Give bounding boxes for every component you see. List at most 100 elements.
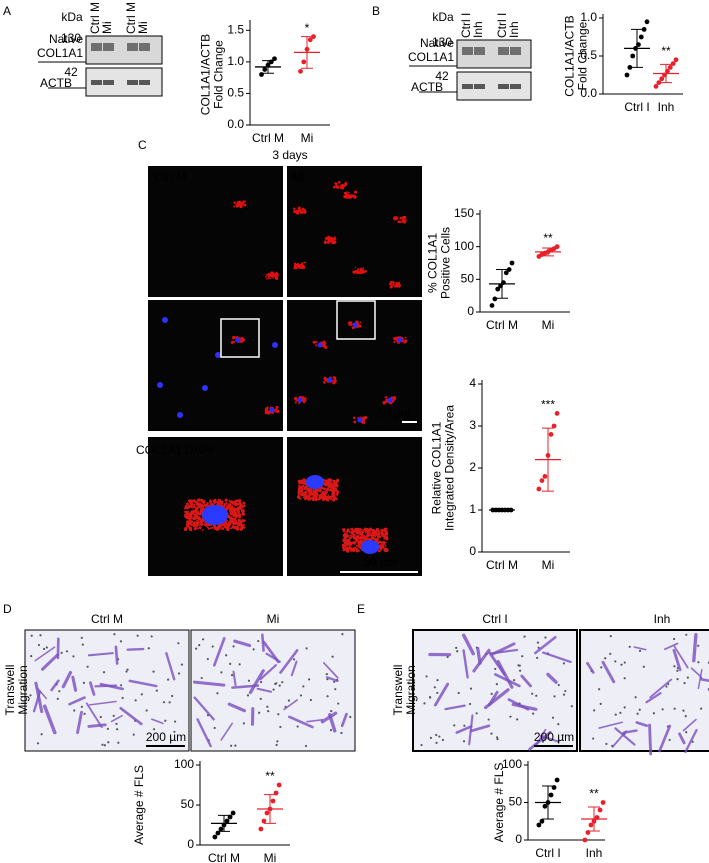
y-tick-label: 1.0	[227, 54, 244, 68]
cell	[601, 660, 616, 684]
data-point	[264, 810, 270, 816]
pore	[302, 685, 305, 688]
cell	[71, 675, 78, 692]
pore	[275, 743, 278, 747]
pore	[162, 701, 166, 704]
pore	[155, 689, 158, 692]
signal	[367, 534, 370, 537]
x-tick-label: Inh	[658, 100, 675, 114]
pore	[259, 680, 263, 684]
signal	[197, 515, 200, 518]
signal	[384, 530, 389, 534]
pore	[636, 712, 639, 715]
signal	[347, 529, 350, 532]
signal	[200, 503, 204, 507]
pore	[150, 635, 153, 638]
pore	[275, 682, 278, 685]
signal	[184, 527, 187, 530]
signal	[229, 520, 232, 523]
pore	[134, 699, 137, 702]
signal	[377, 535, 380, 539]
y-axis-label: Relative COL1A1	[430, 421, 444, 514]
data-point	[548, 792, 554, 798]
pore	[436, 691, 439, 695]
cell	[227, 702, 246, 713]
signal	[195, 514, 198, 517]
signal	[227, 528, 230, 531]
pore	[494, 667, 497, 671]
pore	[308, 678, 311, 681]
sd-bar	[218, 814, 230, 832]
pore	[292, 658, 296, 661]
signal	[233, 201, 236, 204]
signal	[296, 399, 298, 401]
signal	[347, 195, 351, 199]
pore	[462, 740, 466, 743]
cell	[673, 645, 689, 669]
pore	[117, 741, 120, 744]
signal	[324, 240, 327, 242]
signal	[233, 205, 235, 208]
pore	[40, 733, 43, 736]
significance: *	[305, 21, 310, 35]
signal	[389, 281, 393, 284]
signal	[298, 497, 302, 500]
signal	[332, 379, 334, 382]
pore	[82, 681, 86, 685]
target-label: COL1A1	[408, 50, 454, 64]
signal	[342, 533, 347, 538]
pore	[80, 705, 83, 708]
cell	[645, 692, 662, 704]
pore	[279, 725, 282, 729]
signal	[304, 490, 307, 492]
column-label: Mi	[267, 612, 280, 626]
signal	[242, 512, 245, 515]
pore	[167, 678, 170, 681]
pore	[102, 671, 106, 674]
pore	[495, 736, 499, 739]
signal	[200, 507, 203, 510]
pore	[73, 709, 76, 712]
pore	[106, 727, 109, 730]
pore	[232, 645, 235, 648]
panel-letter: A	[3, 4, 11, 18]
pore	[672, 637, 676, 641]
signal	[273, 277, 275, 280]
signal	[374, 537, 378, 541]
signal	[324, 345, 327, 348]
signal	[243, 200, 246, 203]
data-point	[670, 61, 676, 66]
blot-band	[498, 84, 509, 89]
signal	[333, 379, 337, 383]
signal	[359, 321, 362, 324]
blot-band	[139, 43, 150, 51]
data-point	[542, 474, 548, 479]
signal	[364, 270, 367, 273]
signal	[356, 268, 359, 271]
signal	[385, 396, 388, 399]
signal	[237, 518, 239, 521]
pore	[423, 702, 426, 705]
pore	[676, 678, 679, 681]
signal	[185, 511, 189, 516]
pore	[80, 636, 83, 639]
pore	[266, 705, 269, 708]
sd-bar	[496, 269, 508, 299]
cell	[279, 649, 299, 674]
data-point	[644, 19, 650, 25]
y-tick-label: 1	[469, 502, 476, 516]
pore	[468, 702, 472, 706]
signal	[404, 336, 407, 339]
signal	[327, 478, 331, 482]
pore	[673, 665, 676, 668]
pore	[331, 655, 334, 658]
panel-letter: D	[3, 602, 12, 616]
pore	[125, 670, 128, 673]
pore	[65, 650, 69, 653]
signal	[352, 194, 355, 198]
x-tick-label: Inh	[586, 846, 603, 860]
pore	[211, 645, 214, 648]
data-point	[276, 782, 282, 788]
sd-bar	[301, 36, 313, 69]
pore	[541, 740, 545, 743]
